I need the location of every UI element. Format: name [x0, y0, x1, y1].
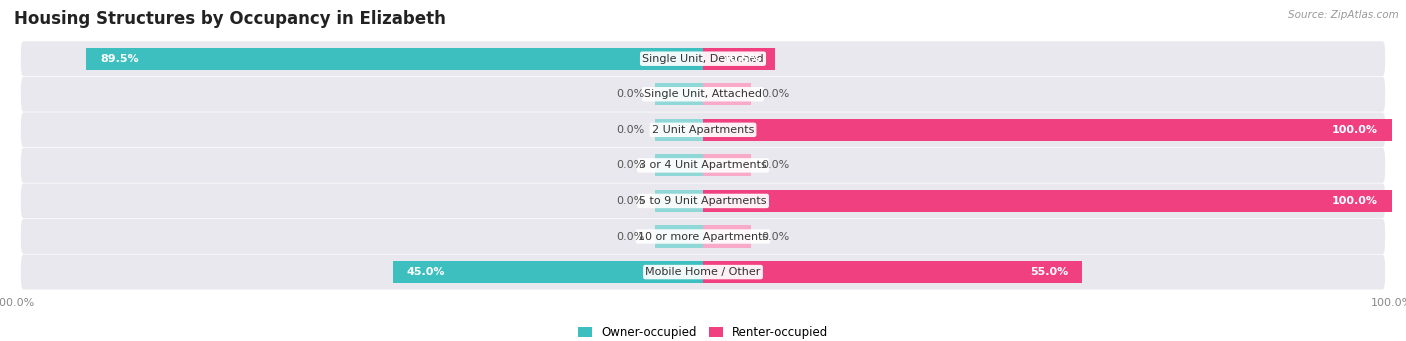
Bar: [655, 225, 703, 248]
Text: 100.0%: 100.0%: [1331, 125, 1378, 135]
FancyBboxPatch shape: [21, 113, 1385, 147]
FancyBboxPatch shape: [21, 77, 1385, 112]
Bar: [703, 190, 1392, 212]
Bar: [655, 83, 703, 105]
FancyBboxPatch shape: [21, 41, 1385, 76]
Text: 2 Unit Apartments: 2 Unit Apartments: [652, 125, 754, 135]
Text: 0.0%: 0.0%: [616, 160, 644, 170]
Text: 0.0%: 0.0%: [762, 160, 790, 170]
Text: 0.0%: 0.0%: [616, 89, 644, 99]
Legend: Owner-occupied, Renter-occupied: Owner-occupied, Renter-occupied: [578, 326, 828, 339]
Text: Single Unit, Detached: Single Unit, Detached: [643, 54, 763, 64]
Bar: [655, 190, 703, 212]
Text: 55.0%: 55.0%: [1029, 267, 1069, 277]
Text: 0.0%: 0.0%: [616, 196, 644, 206]
Bar: [703, 225, 751, 248]
Text: 0.0%: 0.0%: [762, 89, 790, 99]
Text: 0.0%: 0.0%: [762, 232, 790, 241]
Bar: [703, 154, 751, 176]
Text: 0.0%: 0.0%: [616, 125, 644, 135]
Bar: [703, 119, 1392, 141]
Text: Source: ZipAtlas.com: Source: ZipAtlas.com: [1288, 10, 1399, 20]
Text: Single Unit, Attached: Single Unit, Attached: [644, 89, 762, 99]
FancyBboxPatch shape: [21, 219, 1385, 254]
FancyBboxPatch shape: [21, 148, 1385, 183]
Text: Mobile Home / Other: Mobile Home / Other: [645, 267, 761, 277]
Bar: [703, 261, 1083, 283]
Bar: [655, 119, 703, 141]
Text: 45.0%: 45.0%: [406, 267, 446, 277]
Text: 3 or 4 Unit Apartments: 3 or 4 Unit Apartments: [640, 160, 766, 170]
Text: 100.0%: 100.0%: [1331, 196, 1378, 206]
Text: 5 to 9 Unit Apartments: 5 to 9 Unit Apartments: [640, 196, 766, 206]
Text: 10 or more Apartments: 10 or more Apartments: [638, 232, 768, 241]
Text: 0.0%: 0.0%: [616, 232, 644, 241]
Bar: [703, 48, 775, 70]
Text: 10.5%: 10.5%: [723, 54, 762, 64]
Bar: [655, 154, 703, 176]
Bar: [392, 261, 703, 283]
Text: 89.5%: 89.5%: [100, 54, 139, 64]
Text: Housing Structures by Occupancy in Elizabeth: Housing Structures by Occupancy in Eliza…: [14, 10, 446, 28]
Bar: [86, 48, 703, 70]
FancyBboxPatch shape: [21, 183, 1385, 218]
Bar: [703, 83, 751, 105]
FancyBboxPatch shape: [21, 255, 1385, 290]
